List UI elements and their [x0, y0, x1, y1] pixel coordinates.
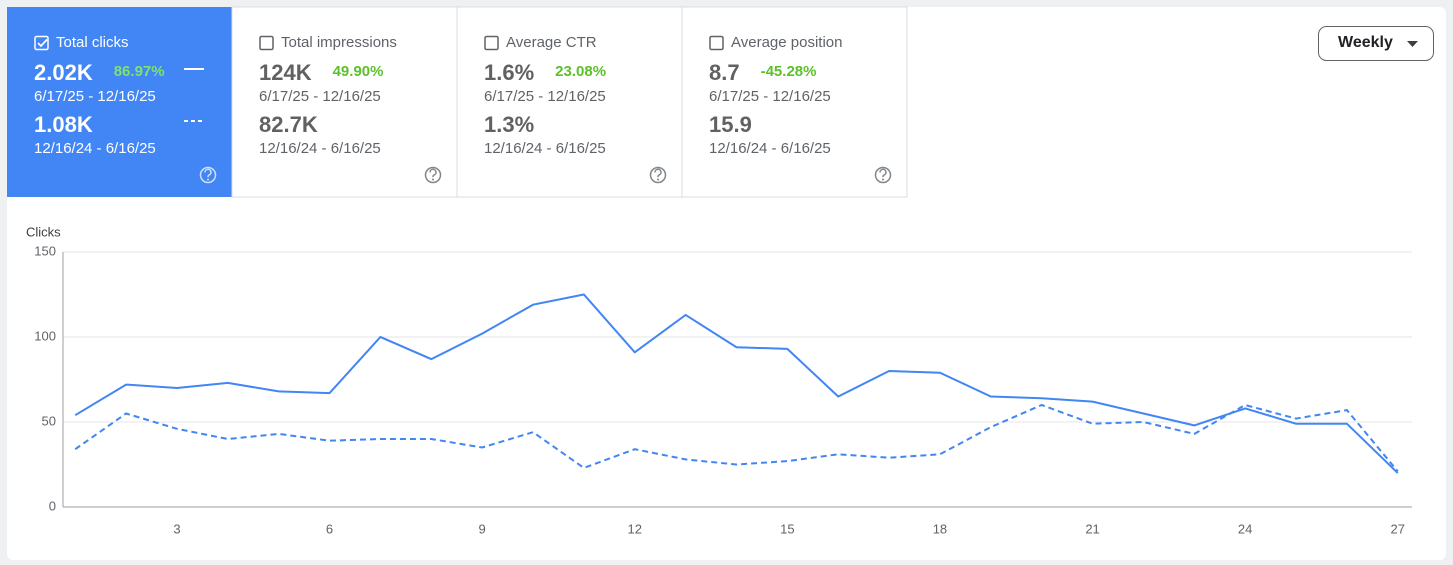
previous-value: 82.7K	[259, 112, 318, 137]
card-bg[interactable]	[456, 6, 683, 198]
help-icon[interactable]	[649, 166, 667, 184]
current-range: 6/17/25 - 12/16/25	[709, 88, 831, 105]
metric-card[interactable]: Average CTR 1.6% 23.08% 6/17/25 - 12/16/25 1…	[456, 6, 683, 198]
checkbox[interactable]	[34, 35, 49, 51]
help-glyph	[429, 168, 437, 178]
current-value: 8.7	[709, 60, 740, 85]
metric-card[interactable]: Total clicks 2.02K 86.97% 6/17/25 - 12/16/2…	[7, 7, 232, 197]
current-value: 124K	[259, 60, 312, 85]
help-glyph	[654, 168, 662, 178]
card-label: Average position	[731, 34, 842, 51]
help-dot	[882, 178, 884, 181]
current-range: 6/17/25 - 12/16/25	[34, 88, 156, 105]
checkmark	[37, 38, 48, 48]
change: 86.97%	[114, 63, 165, 80]
checkbox[interactable]	[259, 35, 274, 51]
series-line	[74, 403, 1399, 472]
checkbox[interactable]	[709, 35, 724, 51]
x-tick-label: 9	[479, 521, 486, 536]
help-dot	[432, 178, 434, 181]
x-tick-label: 15	[780, 521, 794, 536]
x-tick-label: 3	[173, 521, 180, 536]
help-icon[interactable]	[874, 166, 892, 184]
previous-range: 12/16/24 - 6/16/25	[259, 140, 381, 157]
help-icon[interactable]	[424, 166, 442, 184]
previous-range: 12/16/24 - 6/16/25	[34, 140, 156, 157]
x-tick-label: 6	[326, 521, 333, 536]
current-range: 6/17/25 - 12/16/25	[259, 88, 381, 105]
previous-value: 1.3%	[484, 112, 534, 137]
dropdown-box[interactable]	[1318, 26, 1434, 61]
change: -45.28%	[761, 63, 817, 80]
dropdown-arrow	[1407, 41, 1418, 47]
help-glyph	[879, 168, 887, 178]
card-bg[interactable]	[231, 6, 458, 198]
card-label: Total clicks	[56, 34, 129, 51]
current-range: 6/17/25 - 12/16/25	[484, 88, 606, 105]
x-tick-label: 21	[1085, 521, 1099, 536]
card-label: Average CTR	[506, 34, 597, 51]
metric-card[interactable]: Average position 8.7 -45.28% 6/17/25 - 12/1…	[681, 6, 908, 198]
card-label: Total impressions	[281, 34, 397, 51]
previous-range: 12/16/24 - 6/16/25	[709, 140, 831, 157]
help-icon[interactable]	[199, 166, 217, 184]
previous-value: 15.9	[709, 112, 752, 137]
y-tick-label: 0	[49, 498, 56, 513]
y-tick-label: 150	[34, 243, 56, 258]
x-tick-label: 18	[933, 521, 947, 536]
x-tick-label: 24	[1238, 521, 1252, 536]
help-glyph	[204, 168, 212, 178]
help-dot	[207, 178, 209, 181]
checkbox[interactable]	[484, 35, 499, 51]
card-bg[interactable]	[681, 6, 908, 198]
current-value: 2.02K	[34, 60, 93, 85]
metric-card[interactable]: Total impressions 124K 49.90% 6/17/25 - 12/…	[231, 6, 458, 198]
previous-value: 1.08K	[34, 112, 93, 137]
card-bg[interactable]	[7, 7, 232, 197]
y-tick-label: 100	[34, 328, 56, 343]
dropdown-label[interactable]: Weekly	[1338, 34, 1393, 51]
current-value: 1.6%	[484, 60, 534, 85]
help-dot	[657, 178, 659, 181]
series-line	[74, 293, 1399, 474]
previous-range: 12/16/24 - 6/16/25	[484, 140, 606, 157]
x-tick-label: 27	[1391, 521, 1405, 536]
y-axis-title: Clicks	[26, 224, 61, 239]
x-tick-label: 12	[628, 521, 642, 536]
change: 23.08%	[555, 63, 606, 80]
y-tick-label: 50	[42, 413, 56, 428]
change: 49.90%	[333, 63, 384, 80]
dropdown[interactable]: Weekly	[1318, 26, 1434, 61]
